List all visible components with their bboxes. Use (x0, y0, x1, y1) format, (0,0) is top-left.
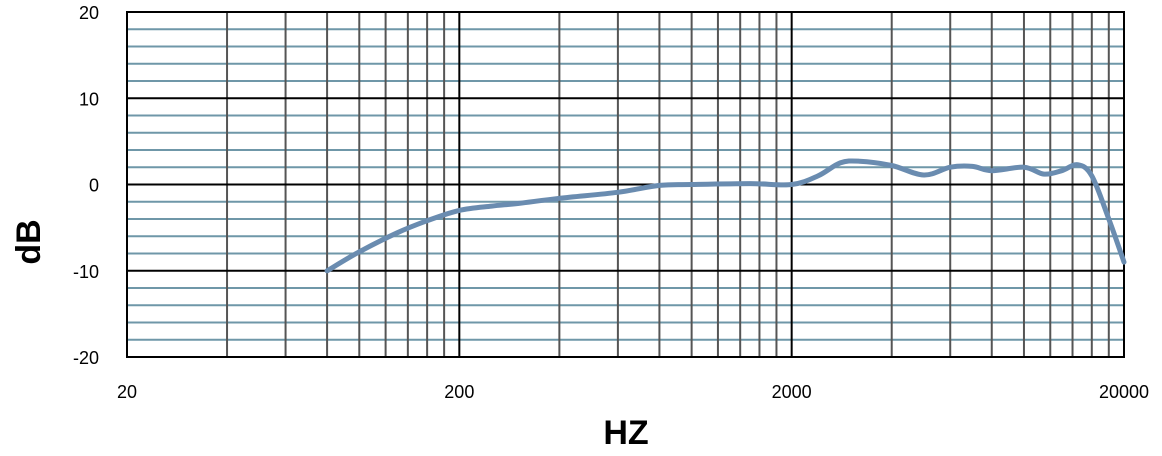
y-tick-label: -10 (73, 262, 99, 282)
x-tick-label: 200 (444, 382, 474, 402)
y-tick-label: -20 (73, 348, 99, 368)
plot-frame (126, 11, 1125, 358)
x-tick-label: 20000 (1099, 382, 1149, 402)
y-tick-label: 10 (79, 89, 99, 109)
x-tick-label: 2000 (772, 382, 812, 402)
minor-grid (127, 12, 1124, 357)
y-tick-label: 20 (79, 3, 99, 23)
x-tick-label: 20 (117, 382, 137, 402)
y-tick-labels: 20 10 0 -10 -20 (73, 3, 99, 368)
y-tick-label: 0 (89, 176, 99, 196)
x-axis-title: HZ (603, 414, 648, 452)
y-axis-title: dB (10, 219, 48, 264)
series-line-frequency-response (324, 158, 1127, 274)
x-tick-labels: 20 200 2000 20000 (117, 382, 1149, 402)
